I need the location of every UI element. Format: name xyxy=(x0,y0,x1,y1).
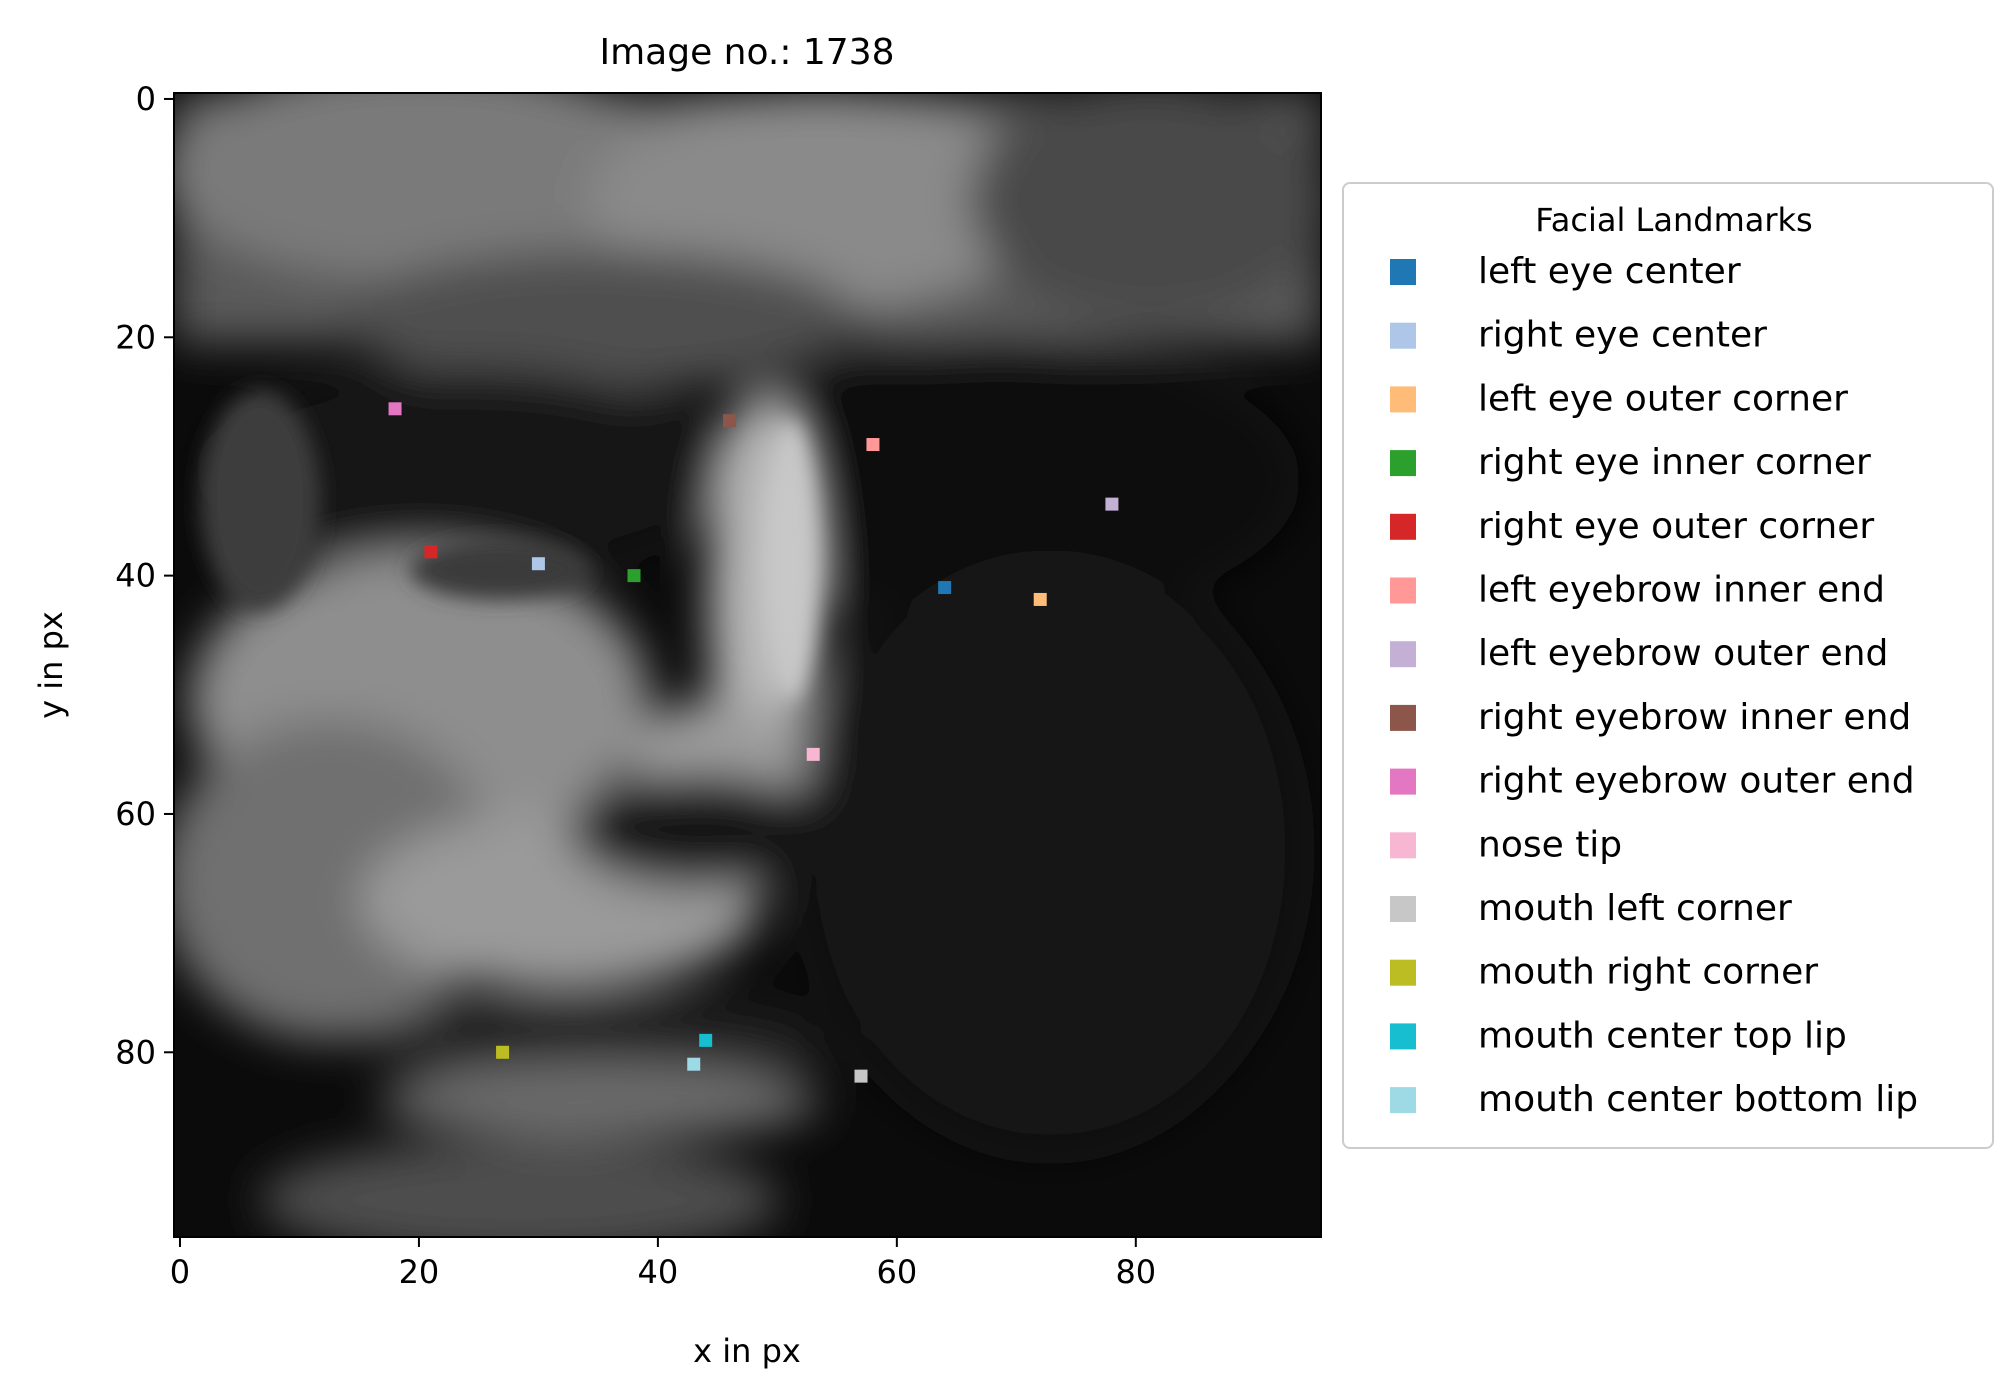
face-image xyxy=(174,93,1321,1237)
legend-label: mouth left corner xyxy=(1478,888,1792,929)
x-tick-label: 20 xyxy=(399,1253,440,1291)
landmark-marker xyxy=(1033,592,1047,606)
legend-swatch xyxy=(1390,1087,1416,1114)
landmark-marker xyxy=(388,402,402,416)
legend-swatch xyxy=(1390,1023,1416,1050)
landmark-marker xyxy=(938,581,952,595)
legend-label: left eye outer corner xyxy=(1478,378,1848,419)
legend-label: right eyebrow outer end xyxy=(1478,761,1915,802)
x-tick-label: 0 xyxy=(170,1253,190,1291)
legend-label: nose tip xyxy=(1478,824,1622,865)
legend-label: right eye inner corner xyxy=(1478,442,1871,483)
y-tick-label: 40 xyxy=(115,557,156,595)
x-tick-label: 40 xyxy=(638,1253,679,1291)
legend-label: mouth center bottom lip xyxy=(1478,1079,1918,1120)
plot-frame xyxy=(173,92,1322,1238)
landmark-marker xyxy=(531,557,545,571)
landmark-marker xyxy=(723,414,737,428)
legend-swatch xyxy=(1390,768,1416,795)
y-tick-label: 0 xyxy=(136,80,156,118)
chart-title: Image no.: 1738 xyxy=(599,32,894,73)
landmark-marker xyxy=(424,545,438,559)
legend-label: mouth center top lip xyxy=(1478,1015,1847,1056)
legend-label: right eye center xyxy=(1478,315,1767,356)
y-tick-label: 80 xyxy=(115,1033,156,1071)
landmark-marker xyxy=(854,1069,868,1083)
legend: Facial Landmarks left eye center right ey… xyxy=(1342,182,1994,1149)
legend-label: right eye outer corner xyxy=(1478,506,1874,547)
y-tick-label: 20 xyxy=(115,318,156,356)
landmark-marker xyxy=(627,569,641,583)
x-tick-label: 80 xyxy=(1115,1253,1156,1291)
legend-swatch xyxy=(1390,832,1416,859)
x-axis-label: x in px xyxy=(693,1332,801,1370)
landmark-marker xyxy=(496,1045,510,1059)
legend-label: left eyebrow inner end xyxy=(1478,570,1885,611)
legend-swatch xyxy=(1390,704,1416,731)
legend-swatch xyxy=(1390,386,1416,413)
legend-swatch xyxy=(1390,450,1416,477)
legend-swatch xyxy=(1390,577,1416,604)
legend-swatch xyxy=(1390,322,1416,349)
x-tick-label: 60 xyxy=(876,1253,917,1291)
landmark-marker xyxy=(699,1033,713,1047)
landmark-markers xyxy=(388,402,1119,1083)
legend-box xyxy=(1342,182,1994,1149)
landmark-marker xyxy=(806,747,820,761)
landmark-marker xyxy=(687,1057,701,1071)
y-tick-label: 60 xyxy=(115,795,156,833)
landmark-marker xyxy=(866,438,880,452)
landmark-marker xyxy=(1105,497,1119,511)
y-axis-ticks: 0 20 40 60 80 xyxy=(115,80,174,1071)
legend-label: mouth right corner xyxy=(1478,952,1818,993)
legend-swatch xyxy=(1390,641,1416,668)
legend-label: left eyebrow outer end xyxy=(1478,633,1888,674)
y-axis-label: y in px xyxy=(32,611,70,719)
legend-label: right eyebrow inner end xyxy=(1478,697,1911,738)
legend-swatch xyxy=(1390,959,1416,986)
legend-swatch xyxy=(1390,259,1416,285)
legend-title: Facial Landmarks xyxy=(1535,201,1812,239)
x-axis-ticks: 0 20 40 60 80 xyxy=(170,1237,1156,1291)
legend-swatch xyxy=(1390,896,1416,922)
legend-label: left eye center xyxy=(1478,251,1741,292)
legend-swatch xyxy=(1390,513,1416,540)
